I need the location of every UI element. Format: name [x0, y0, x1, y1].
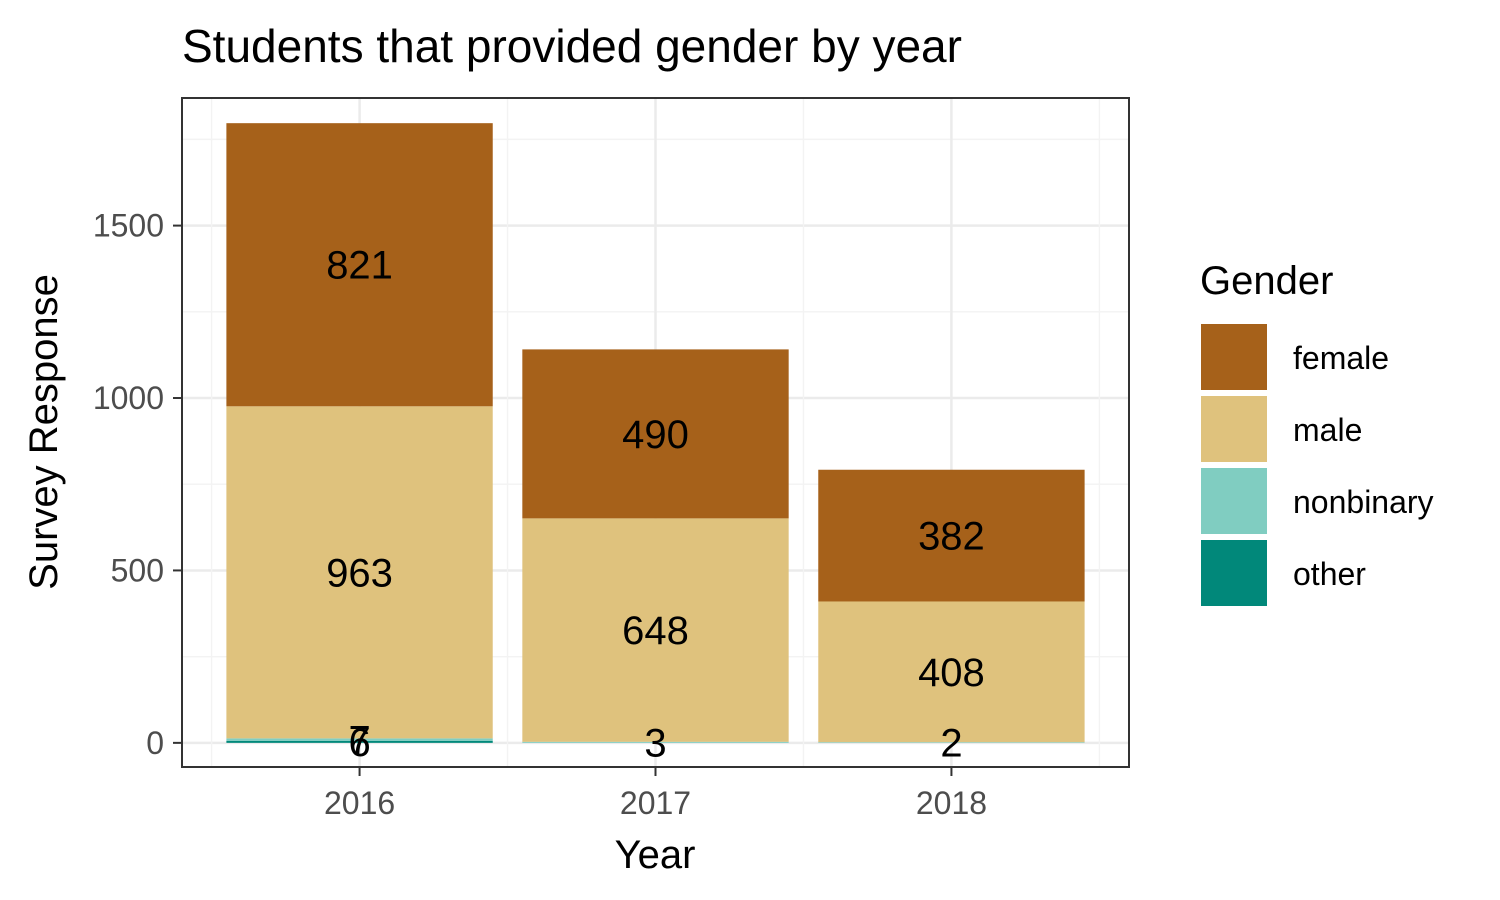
legend-items: female male nonbinary other — [1201, 324, 1434, 606]
legend-item-male: male — [1201, 396, 1362, 462]
bar-nonbinary-2018 — [818, 742, 1085, 743]
legend-item-nonbinary: nonbinary — [1201, 468, 1434, 534]
legend-key-female — [1201, 324, 1267, 390]
bar-female-2017 — [522, 349, 789, 519]
legend-label-male: male — [1293, 412, 1362, 448]
bar-female-2016 — [226, 123, 493, 407]
data-label-female-2017: 490 — [622, 413, 689, 457]
y-tick-label: 0 — [146, 725, 164, 761]
legend-key-other — [1201, 540, 1267, 606]
y-tick-label: 500 — [111, 552, 164, 588]
x-axis-title: Year — [615, 833, 696, 877]
bar-other-2016 — [226, 740, 493, 743]
legend-title: Gender — [1200, 259, 1333, 303]
legend-key-male — [1201, 396, 1267, 462]
bar-nonbinary-2016 — [226, 738, 493, 741]
bar-nonbinary-2017 — [522, 741, 789, 743]
data-label-nonbinary-2018: 2 — [940, 722, 962, 766]
x-tick-label: 2017 — [620, 785, 691, 821]
data-label-male-2016: 963 — [326, 551, 393, 595]
data-label-nonbinary-2017: 3 — [644, 721, 666, 765]
bar-female-2018 — [818, 469, 1085, 602]
y-axis: 0 500 1000 1500 — [93, 208, 182, 761]
legend-label-nonbinary: nonbinary — [1293, 484, 1434, 520]
bar-male-2017 — [522, 518, 789, 742]
bar-labels: 67 963 821 3 648 490 2 408 382 — [326, 244, 985, 766]
y-tick-label: 1000 — [93, 380, 164, 416]
data-label-male-2018: 408 — [918, 651, 985, 695]
bar-male-2018 — [818, 601, 1085, 743]
x-tick-label: 2016 — [324, 785, 395, 821]
y-axis-title: Survey Response — [22, 274, 66, 590]
legend-item-female: female — [1201, 324, 1389, 390]
bar-male-2016 — [226, 406, 493, 739]
legend-item-other: other — [1201, 540, 1366, 606]
data-label-nonbinary-2016: 7 — [348, 719, 370, 763]
legend: Gender female male nonbinary other — [1200, 259, 1434, 606]
x-tick-label: 2018 — [916, 785, 987, 821]
y-tick-label: 1500 — [93, 208, 164, 244]
chart-title: Students that provided gender by year — [182, 20, 962, 72]
bars — [226, 123, 1085, 743]
data-label-other-2016: 6 — [348, 721, 370, 765]
x-axis: 2016 2017 2018 — [324, 767, 987, 821]
data-label-male-2017: 648 — [622, 609, 689, 653]
legend-label-other: other — [1293, 556, 1366, 592]
legend-label-female: female — [1293, 340, 1389, 376]
data-label-female-2016: 821 — [326, 244, 393, 288]
data-label-female-2018: 382 — [918, 515, 985, 559]
legend-key-nonbinary — [1201, 468, 1267, 534]
